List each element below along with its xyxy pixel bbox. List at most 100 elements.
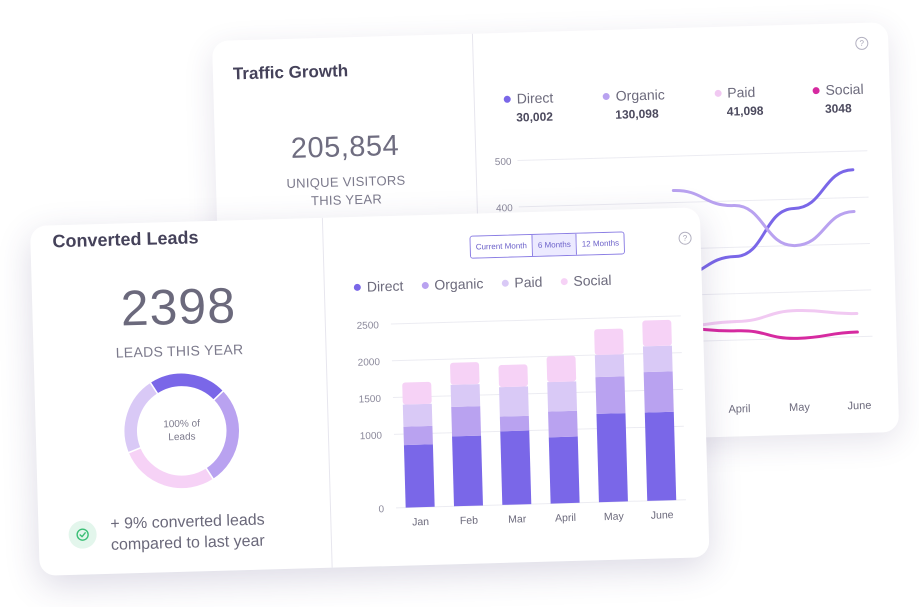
bar-segment-direct[interactable] — [644, 411, 677, 501]
range-tabs: Current Month 6 Months 12 Months — [469, 231, 626, 259]
traffic-legend: Direct 30,002 Organic 130,098 Paid 41,09… — [503, 81, 865, 125]
bar-segment-organic[interactable] — [451, 406, 482, 437]
legend-item-organic[interactable]: Organic — [421, 275, 484, 293]
legend-value: 3048 — [824, 101, 852, 116]
legend-item-paid[interactable]: Paid — [501, 274, 543, 291]
y-tick-label: 1500 — [359, 394, 382, 406]
bar-segment-paid[interactable] — [547, 381, 578, 412]
bar-segment-organic[interactable] — [548, 410, 578, 438]
legend-item-organic[interactable]: Organic 130,098 — [602, 86, 666, 122]
traffic-total: 205,854 — [290, 129, 400, 165]
x-tick-label: Jan — [412, 516, 429, 528]
donut-center-label: 100% of Leads — [121, 370, 242, 491]
x-tick-label: June — [847, 400, 871, 413]
traffic-total-label: UNIQUE VISITORS THIS YEAR — [216, 170, 477, 213]
legend-item-social[interactable]: Social — [560, 272, 612, 289]
bar-segment-paid[interactable] — [450, 384, 481, 407]
legend-label: Direct — [366, 277, 404, 295]
legend-item-social[interactable]: Social 3048 — [812, 81, 864, 116]
legend-dot-icon — [353, 283, 361, 291]
help-icon[interactable]: ? — [678, 231, 692, 245]
legend-dot-icon — [812, 86, 820, 94]
donut-segment-paid[interactable] — [122, 381, 159, 454]
bar-segment-paid[interactable] — [642, 345, 673, 373]
legend-label: Organic — [434, 275, 484, 293]
tab-6-months[interactable]: 6 Months — [532, 233, 578, 256]
card-divider — [321, 217, 333, 568]
note-line2: compared to last year — [110, 532, 265, 554]
help-icon[interactable]: ? — [855, 36, 869, 51]
bar-segment-social[interactable] — [498, 364, 528, 388]
legend-dot-icon — [602, 92, 610, 100]
series-line-paid[interactable] — [675, 308, 859, 329]
legend-label: Direct — [516, 89, 554, 107]
leads-bar-chart: 0 1000 1500 2000 2500 Jan Feb Mar April May June — [357, 315, 686, 528]
gridline — [395, 499, 686, 509]
bar-segment-social[interactable] — [450, 362, 480, 385]
legend-label: Social — [573, 271, 612, 289]
leads-total: 2398 — [119, 277, 237, 337]
gridline — [390, 315, 681, 325]
gridline — [393, 425, 684, 435]
leads-comparison-note: + 9% converted leads compared to last ye… — [110, 508, 321, 556]
gridline — [517, 150, 868, 162]
legend-dot-icon — [560, 277, 568, 285]
bar-segment-social[interactable] — [546, 355, 577, 383]
y-tick-label: 1000 — [360, 431, 383, 443]
bar-segment-direct[interactable] — [548, 436, 580, 504]
legend-label: Social — [825, 80, 864, 98]
bar-segment-direct[interactable] — [403, 444, 435, 508]
legend-dot-icon — [501, 279, 509, 287]
series-line-organic[interactable] — [671, 185, 856, 248]
x-tick-label: May — [604, 511, 625, 524]
y-tick-label: 0 — [378, 504, 384, 515]
gridline — [518, 196, 869, 208]
x-tick-label: June — [651, 509, 674, 522]
bar-segment-social[interactable] — [402, 381, 432, 405]
donut-label-line1: 100% of — [163, 418, 201, 431]
converted-leads-card: Converted Leads 2398 LEADS THIS YEAR 100… — [30, 207, 710, 576]
gridline — [392, 388, 683, 399]
legend-dot-icon — [421, 281, 429, 289]
leads-total-label: LEADS THIS YEAR — [115, 341, 244, 361]
legend-value: 41,098 — [726, 103, 764, 119]
traffic-title: Traffic Growth — [232, 61, 349, 84]
legend-dot-icon — [503, 95, 511, 103]
legend-label: Paid — [727, 83, 756, 101]
bar-segment-paid[interactable] — [594, 354, 625, 378]
bar-segment-organic[interactable] — [595, 376, 626, 414]
legend-dot-icon — [714, 89, 722, 97]
legend-value: 130,098 — [615, 106, 659, 122]
y-tick-label: 2500 — [357, 320, 380, 332]
x-tick-label: April — [555, 512, 576, 525]
leads-title: Converted Leads — [52, 227, 199, 252]
bar-segment-social[interactable] — [594, 328, 624, 356]
bar-segment-direct[interactable] — [596, 413, 628, 503]
check-circle-icon — [68, 520, 98, 550]
leads-donut-chart — [122, 372, 241, 490]
x-tick-label: May — [789, 401, 811, 414]
tab-12-months[interactable]: 12 Months — [576, 232, 625, 255]
bar-segment-organic[interactable] — [499, 415, 530, 432]
series-line-social[interactable] — [675, 324, 859, 342]
legend-label: Organic — [615, 86, 665, 104]
y-tick-label: 2000 — [358, 357, 381, 369]
bar-segment-direct[interactable] — [500, 430, 532, 505]
bar-segment-organic[interactable] — [403, 425, 433, 446]
bar-segment-social[interactable] — [642, 319, 672, 347]
x-tick-label: Feb — [460, 515, 479, 528]
bar-segment-paid[interactable] — [402, 403, 433, 427]
bar-segment-paid[interactable] — [499, 386, 529, 417]
bar-segment-direct[interactable] — [452, 435, 483, 507]
leads-legend: Direct Organic Paid Social — [353, 272, 612, 295]
donut-label-line2: Leads — [168, 431, 196, 444]
gridline — [391, 352, 682, 362]
legend-item-paid[interactable]: Paid 41,098 — [714, 84, 764, 119]
bar-segment-organic[interactable] — [643, 371, 674, 413]
legend-item-direct[interactable]: Direct 30,002 — [503, 89, 554, 125]
legend-value: 30,002 — [516, 109, 554, 125]
x-tick-label: Mar — [508, 513, 527, 526]
tab-current-month[interactable]: Current Month — [470, 234, 534, 258]
legend-item-direct[interactable]: Direct — [353, 277, 404, 295]
